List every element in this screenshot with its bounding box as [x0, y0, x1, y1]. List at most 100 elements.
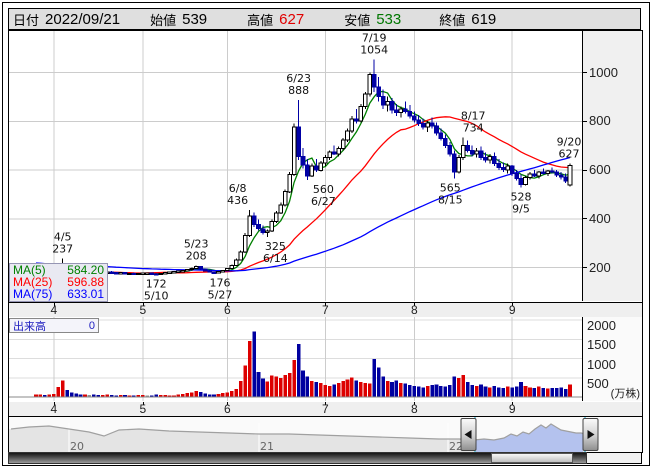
chart-window: 日付 2022/09/21 始値 539 高値 627 安値 533 終値 61…: [2, 2, 650, 466]
low-value: 533: [376, 10, 402, 28]
month-tick: [53, 303, 55, 306]
month-label: 4: [50, 402, 58, 416]
svg-text:172: 172: [146, 277, 167, 290]
month-label: 4: [50, 303, 58, 317]
price-tick: [583, 169, 587, 171]
quote-header: 日付 2022/09/21 始値 539 高値 627 安値 533 終値 61…: [8, 8, 641, 30]
nav-year-label: 20: [70, 440, 84, 453]
price-plot[interactable]: 4/5 237 172 5/10 5/23 208 176 5/27 6/8 436 325 6/14…: [9, 31, 583, 302]
svg-text:8/15: 8/15: [438, 194, 463, 207]
right-arrow-icon: [587, 430, 595, 439]
ma5-label: MA(5): [13, 263, 46, 277]
scrollbar-right-gutter: [587, 452, 642, 464]
month-label: 6: [223, 303, 231, 317]
volume-plot[interactable]: 出来高 0: [9, 317, 583, 401]
ma75-label: MA(75): [13, 287, 53, 301]
open-label: 始値: [150, 12, 177, 28]
svg-text:6/14: 6/14: [263, 252, 288, 265]
svg-text:5/27: 5/27: [208, 288, 233, 301]
volume-region: 出来高 0 2000 1500 1000 500 (万株): [8, 317, 643, 403]
price-tick: [583, 120, 587, 122]
month-label: 5: [139, 402, 147, 416]
month-tick: [512, 303, 514, 306]
month-tick: [227, 303, 229, 306]
svg-text:9/20: 9/20: [557, 135, 582, 148]
svg-text:436: 436: [227, 194, 248, 207]
svg-text:565: 565: [440, 182, 461, 195]
nav-history-area: [9, 424, 586, 453]
svg-text:6/23: 6/23: [286, 72, 311, 85]
navigator-chart[interactable]: 20 21 22: [9, 417, 642, 453]
scrollbar-thumb[interactable]: [491, 453, 573, 463]
svg-text:9/5: 9/5: [512, 203, 530, 216]
close-value: 619: [471, 10, 497, 28]
month-tick: [414, 303, 416, 306]
volume-tick-label: 1500: [587, 337, 616, 353]
x-axis-months-volume: 4 5 6 7 8 9: [8, 402, 643, 417]
ma25-label: MA(25): [13, 275, 53, 289]
svg-text:6/27: 6/27: [311, 195, 336, 208]
volume-unit-label: (万株): [610, 388, 640, 400]
scrollbar-track[interactable]: [8, 452, 587, 464]
nav-year-label: 21: [260, 440, 274, 453]
month-label: 9: [508, 402, 516, 416]
svg-text:325: 325: [265, 240, 286, 253]
svg-text:560: 560: [313, 183, 334, 196]
price-tick-label: 600: [589, 162, 611, 177]
month-tick: [53, 402, 55, 405]
price-tick-label: 200: [589, 259, 611, 275]
ma-legend: MA(5) 584.20 MA(25) 596.88 MA(75) 633.01: [9, 263, 108, 302]
high-label: 高値: [247, 12, 274, 28]
price-tick-label: 1000: [589, 64, 618, 80]
range-navigator[interactable]: 20 21 22: [8, 416, 643, 453]
ma5-line: [35, 90, 571, 278]
nav-year-label: 22: [449, 440, 463, 453]
price-axis: 200 400 600 800 1000: [583, 31, 642, 301]
month-label: 6: [223, 402, 231, 416]
svg-text:627: 627: [559, 147, 580, 160]
ma25-value: 596.88: [67, 275, 104, 289]
nav-left-arrow-button[interactable]: [460, 418, 477, 451]
price-tick-label: 800: [589, 113, 611, 129]
date-value: 2022/09/21: [45, 10, 121, 28]
ma5-value: 584.20: [67, 263, 104, 277]
nav-right-arrow-button[interactable]: [582, 418, 599, 451]
volume-axis: 2000 1500 1000 500 (万株): [583, 317, 642, 401]
svg-text:5/10: 5/10: [144, 289, 169, 301]
volume-tick-label: 500: [587, 375, 609, 391]
price-tick-label: 400: [589, 210, 611, 226]
svg-text:5/23: 5/23: [184, 238, 209, 251]
month-label: 7: [321, 402, 329, 416]
volume-legend-value: 0: [88, 319, 95, 332]
svg-text:7/19: 7/19: [362, 31, 387, 44]
main-chart-region: 4/5 237 172 5/10 5/23 208 176 5/27 6/8 436 325 6/14…: [8, 30, 643, 304]
month-label: 8: [410, 402, 418, 416]
open-value: 539: [182, 10, 208, 28]
month-tick: [142, 402, 144, 405]
volume-chart[interactable]: [9, 317, 582, 401]
high-value: 627: [279, 10, 305, 28]
svg-text:208: 208: [186, 250, 207, 263]
low-label: 安値: [344, 12, 371, 28]
volume-legend: 出来高 0: [9, 318, 99, 333]
ma75-line: [35, 156, 571, 272]
svg-text:6/8: 6/8: [229, 182, 247, 195]
svg-text:734: 734: [463, 121, 484, 134]
nav-selected-range-area: [476, 424, 583, 453]
svg-text:888: 888: [288, 84, 309, 97]
month-label: 8: [410, 303, 418, 317]
volume-tick-label: 1000: [587, 356, 616, 372]
scrollbar-row: [8, 452, 642, 464]
price-tick: [583, 218, 587, 220]
x-axis-months-main: 4 5 6 7 8 9: [8, 302, 643, 318]
date-label: 日付: [13, 12, 40, 28]
close-label: 終値: [439, 12, 466, 28]
svg-text:237: 237: [52, 243, 73, 256]
month-tick: [325, 402, 327, 405]
month-tick: [512, 402, 514, 405]
svg-text:176: 176: [210, 276, 231, 289]
month-label: 5: [139, 303, 147, 317]
price-tick: [583, 267, 587, 268]
